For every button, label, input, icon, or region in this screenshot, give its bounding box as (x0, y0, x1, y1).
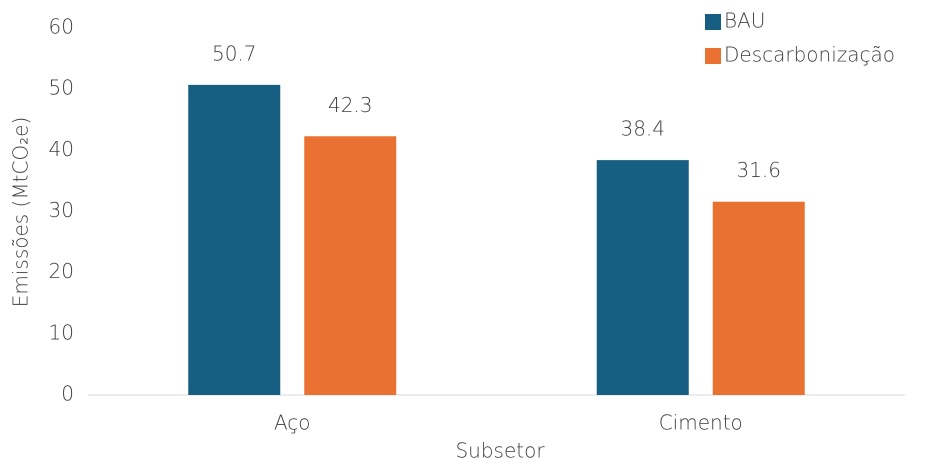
data-label: 42.3 (328, 93, 373, 117)
bar (188, 84, 281, 395)
bar (712, 201, 805, 395)
y-tick-label: 20 (49, 259, 74, 283)
x-axis-label: Subsetor (455, 439, 545, 463)
y-tick-label: 10 (49, 320, 74, 344)
y-tick-label: 30 (49, 198, 74, 222)
legend-swatch (705, 48, 721, 64)
y-tick-label: 0 (61, 382, 74, 406)
legend-label: BAU (724, 9, 765, 33)
bar (596, 160, 689, 395)
data-label: 50.7 (212, 41, 257, 65)
bar (304, 136, 397, 395)
legend-swatch (705, 14, 721, 30)
data-label: 31.6 (736, 158, 781, 182)
x-tick-label: Aço (274, 411, 311, 435)
y-tick-label: 60 (49, 15, 74, 39)
y-axis-label: Emissões (MtCO₂e) (9, 117, 33, 308)
data-label: 38.4 (620, 117, 665, 141)
x-tick-label: Cimento (659, 411, 743, 435)
y-tick-label: 50 (49, 76, 74, 100)
legend-label: Descarbonização (724, 43, 895, 67)
y-tick-label: 40 (49, 137, 74, 161)
